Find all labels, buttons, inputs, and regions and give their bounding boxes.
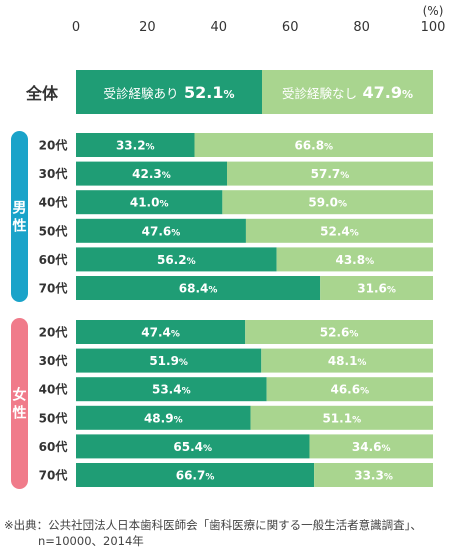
male-40s-value-no: 59.0% [308, 196, 347, 210]
male-40s-age-label: 40代 [39, 195, 68, 210]
female-20s-bar-no [245, 320, 433, 344]
male-60s-value-yes: 56.2% [157, 253, 196, 267]
x-tick-label-100: 100 [421, 20, 446, 35]
female-30s-value-no: 48.1% [328, 354, 367, 368]
female-20s-age-label: 20代 [39, 325, 68, 340]
female-group-label-char-2: 性 [13, 405, 27, 422]
male-group-label-char-2: 性 [13, 218, 27, 235]
female-40s-value-yes: 53.4% [152, 383, 191, 397]
stacked-bar-chart: 0 20 40 60 80 100 (%) 全体 受診経験あり 52.1% 受診経験なし 47.9… [11, 4, 446, 489]
female-60s-value-no: 34.6% [352, 440, 391, 454]
footnote-line-2: n=10000、2014年 [38, 534, 144, 548]
footnote-line-1: ※出典：公共社団法人日本歯科医師会「歯科医療に関する一般生活者意識調査」、 [4, 518, 422, 532]
female-60s-value-yes: 65.4% [173, 440, 212, 454]
male-70s-bar-yes [76, 276, 321, 300]
x-tick-label-60: 60 [282, 20, 299, 35]
male-40s-bar-no [222, 190, 433, 215]
female-60s-bar-no [309, 434, 433, 459]
male-70s-age-label: 70代 [39, 281, 68, 296]
source-footnote: ※出典：公共社団法人日本歯科医師会「歯科医療に関する一般生活者意識調査」、 n=… [4, 517, 448, 549]
male-30s-value-no: 57.7% [311, 167, 350, 181]
male-60s-age-label: 60代 [39, 252, 68, 267]
female-20s-bar-yes [76, 320, 246, 344]
male-30s-bar-yes [76, 161, 228, 186]
female-60s-age-label: 60代 [39, 439, 68, 454]
male-20s-value-yes: 33.2% [116, 139, 155, 153]
female-20s-value-yes: 47.4% [141, 326, 180, 340]
male-20s-bar-no [194, 133, 433, 157]
female-40s-value-no: 46.6% [330, 383, 369, 397]
female-50s-age-label: 50代 [39, 410, 68, 425]
female-30s-age-label: 30代 [39, 353, 68, 368]
x-tick-label-20: 20 [139, 20, 156, 35]
female-70s-value-yes: 66.7% [176, 469, 215, 483]
male-50s-value-yes: 47.6% [142, 224, 181, 238]
male-50s-bar-yes [76, 218, 246, 243]
male-50s-age-label: 50代 [39, 223, 68, 238]
female-40s-bar-yes [76, 377, 267, 402]
male-40s-bar-yes [76, 190, 223, 215]
female-group-label-char-1: 女 [13, 387, 27, 404]
female-30s-value-yes: 51.9% [149, 354, 188, 368]
x-tick-label-0: 0 [72, 20, 80, 35]
male-group-label-char-1: 男 [13, 201, 27, 217]
female-70s-age-label: 70代 [39, 468, 68, 483]
male-30s-value-yes: 42.3% [132, 167, 171, 181]
female-20s-value-no: 52.6% [320, 326, 359, 340]
female-50s-bar-yes [76, 405, 251, 430]
x-tick-label-40: 40 [211, 20, 228, 35]
female-50s-value-yes: 48.9% [144, 411, 183, 425]
female-50s-bar-no [250, 405, 433, 430]
male-70s-bar-no [320, 276, 433, 300]
female-50s-value-no: 51.1% [322, 411, 361, 425]
female-30s-bar-yes [76, 348, 262, 373]
female-30s-bar-no [261, 348, 433, 373]
total-row-label: 全体 [25, 84, 59, 103]
female-group-pill [11, 318, 28, 489]
male-20s-value-no: 66.8% [294, 139, 333, 153]
male-30s-age-label: 30代 [39, 166, 68, 181]
male-30s-bar-no [227, 161, 433, 186]
total-bar-no [261, 70, 433, 114]
female-70s-bar-yes [76, 463, 315, 487]
x-tick-label-80: 80 [353, 20, 370, 35]
male-50s-value-no: 52.4% [320, 224, 359, 238]
male-40s-value-yes: 41.0% [130, 196, 169, 210]
female-40s-age-label: 40代 [39, 382, 68, 397]
female-60s-bar-yes [76, 434, 310, 459]
male-20s-age-label: 20代 [39, 138, 68, 153]
total-bar-yes [76, 70, 262, 114]
female-70s-value-no: 33.3% [354, 469, 393, 483]
male-60s-bar-no [276, 247, 433, 272]
male-70s-value-yes: 68.4% [179, 282, 218, 296]
total-yes-label: 受診経験あり 52.1% [103, 83, 234, 102]
male-70s-value-no: 31.6% [357, 282, 396, 296]
male-20s-bar-yes [76, 133, 195, 157]
male-50s-bar-no [245, 218, 433, 243]
male-60s-value-no: 43.8% [335, 253, 374, 267]
female-40s-bar-no [266, 377, 433, 402]
male-60s-bar-yes [76, 247, 277, 272]
female-70s-bar-no [314, 463, 433, 487]
total-no-label: 受診経験なし 47.9% [282, 83, 413, 102]
axis-unit-label: (%) [423, 4, 444, 18]
male-group-pill [11, 131, 28, 302]
